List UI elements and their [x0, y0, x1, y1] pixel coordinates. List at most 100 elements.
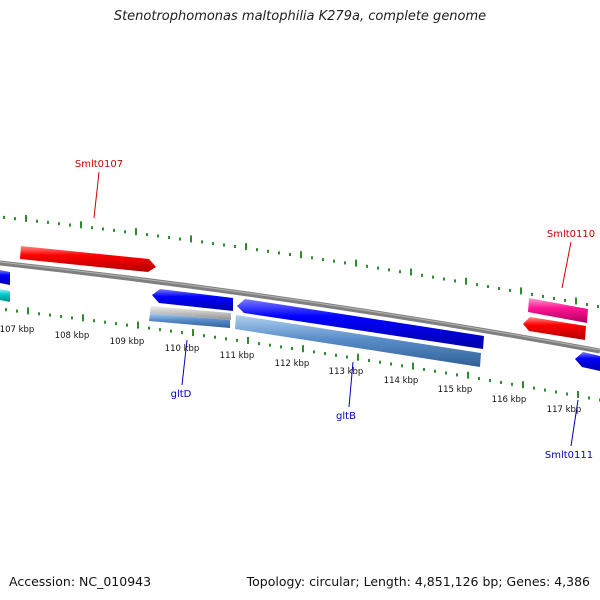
label-gltB[interactable]: gltB — [336, 411, 356, 422]
minor-tick — [126, 323, 128, 327]
minor-tick — [168, 236, 170, 239]
minor-tick — [478, 377, 480, 381]
minor-tick — [49, 313, 51, 317]
tick-label-108: 108 kbp — [55, 331, 90, 341]
label-smlt0107[interactable]: Smlt0107 — [75, 159, 123, 170]
minor-tick — [443, 277, 445, 281]
major-tick — [520, 287, 522, 295]
minor-tick — [157, 234, 159, 238]
minor-tick — [324, 352, 326, 356]
minor-tick — [390, 362, 392, 366]
tick-label-109: 109 kbp — [110, 337, 145, 347]
minor-tick — [388, 268, 390, 272]
minor-tick — [454, 279, 456, 283]
inner-tick-ring — [5, 307, 600, 402]
label-smlt0110[interactable]: Smlt0110 — [547, 229, 595, 240]
tick-label-115: 115 kbp — [438, 385, 473, 395]
minor-tick — [489, 379, 491, 382]
gene-gltB-arrow[interactable] — [235, 315, 481, 367]
minor-tick — [368, 359, 370, 362]
gene-gltD-reverse-grey[interactable] — [150, 306, 231, 320]
minor-tick — [223, 243, 225, 247]
major-tick — [465, 277, 467, 285]
label-smlt0111[interactable]: Smlt0111 — [545, 450, 593, 461]
major-tick — [27, 307, 29, 315]
minor-tick — [58, 222, 60, 226]
minor-tick — [148, 326, 150, 330]
minor-tick — [36, 219, 38, 223]
minor-tick — [278, 251, 280, 255]
major-tick — [412, 362, 414, 370]
minor-tick — [434, 369, 436, 373]
minor-tick — [553, 296, 555, 300]
gene-blue-reverse-a[interactable] — [152, 289, 233, 311]
minor-tick — [14, 217, 16, 221]
minor-tick — [432, 275, 434, 279]
minor-tick — [423, 367, 425, 371]
minor-tick — [236, 338, 238, 342]
gene-smlt0111-arrow[interactable] — [575, 352, 600, 371]
major-tick — [82, 314, 84, 322]
major-tick — [410, 268, 412, 276]
gene-smlt0110-arrow[interactable] — [528, 298, 588, 323]
major-tick — [355, 259, 357, 267]
minor-tick — [456, 373, 458, 377]
label-gltD[interactable]: gltD — [171, 389, 192, 400]
minor-tick — [366, 264, 368, 268]
major-tick — [190, 235, 192, 243]
major-tick — [245, 243, 247, 251]
minor-tick — [225, 337, 227, 341]
minor-tick — [258, 342, 260, 346]
minor-tick — [267, 249, 269, 253]
connector-smlt0111 — [570, 399, 579, 447]
major-tick — [247, 337, 249, 344]
connector-smlt0110 — [561, 241, 572, 289]
minor-tick — [181, 331, 183, 335]
minor-tick — [3, 215, 5, 219]
minor-tick — [401, 364, 403, 368]
gene-left-edge-blue[interactable] — [0, 270, 10, 285]
tick-label-107: 107 kbp — [0, 325, 34, 335]
gene-red-reverse-b[interactable] — [523, 317, 586, 340]
minor-tick — [5, 308, 7, 312]
minor-tick — [146, 233, 148, 237]
minor-tick — [487, 285, 489, 289]
minor-tick — [399, 270, 401, 274]
minor-tick — [476, 283, 478, 287]
minor-tick — [555, 390, 557, 394]
map-title: Stenotrophomonas maltophilia K279a, comp… — [113, 9, 487, 24]
minor-tick — [322, 258, 324, 261]
minor-tick — [104, 320, 106, 324]
major-tick — [577, 391, 579, 398]
minor-tick — [335, 353, 337, 357]
major-tick — [192, 329, 194, 337]
minor-tick — [201, 240, 203, 244]
minor-tick — [38, 312, 40, 316]
tick-label-114: 114 kbp — [384, 376, 419, 386]
minor-tick — [93, 319, 95, 323]
minor-tick — [280, 345, 282, 349]
gene-gltD-arrow[interactable] — [149, 313, 230, 328]
connector-gltB — [348, 361, 354, 408]
minor-tick — [597, 305, 599, 309]
minor-tick — [498, 287, 500, 290]
minor-tick — [71, 316, 73, 320]
minor-tick — [124, 230, 126, 234]
major-tick — [137, 321, 139, 329]
minor-tick — [511, 382, 513, 386]
minor-tick — [344, 261, 346, 265]
minor-tick — [289, 253, 291, 256]
minor-tick — [544, 388, 546, 392]
gene-gltB-reverse-blue[interactable] — [237, 299, 484, 349]
minor-tick — [445, 371, 447, 375]
minor-tick — [212, 242, 214, 245]
minor-tick — [234, 245, 236, 248]
minor-tick — [566, 392, 568, 396]
minor-tick — [377, 266, 379, 270]
minor-tick — [500, 380, 502, 384]
major-tick — [25, 214, 27, 222]
minor-tick — [256, 248, 258, 252]
gene-smlt0107-arrow[interactable] — [20, 246, 156, 272]
gene-left-edge-cyan[interactable] — [0, 289, 10, 302]
